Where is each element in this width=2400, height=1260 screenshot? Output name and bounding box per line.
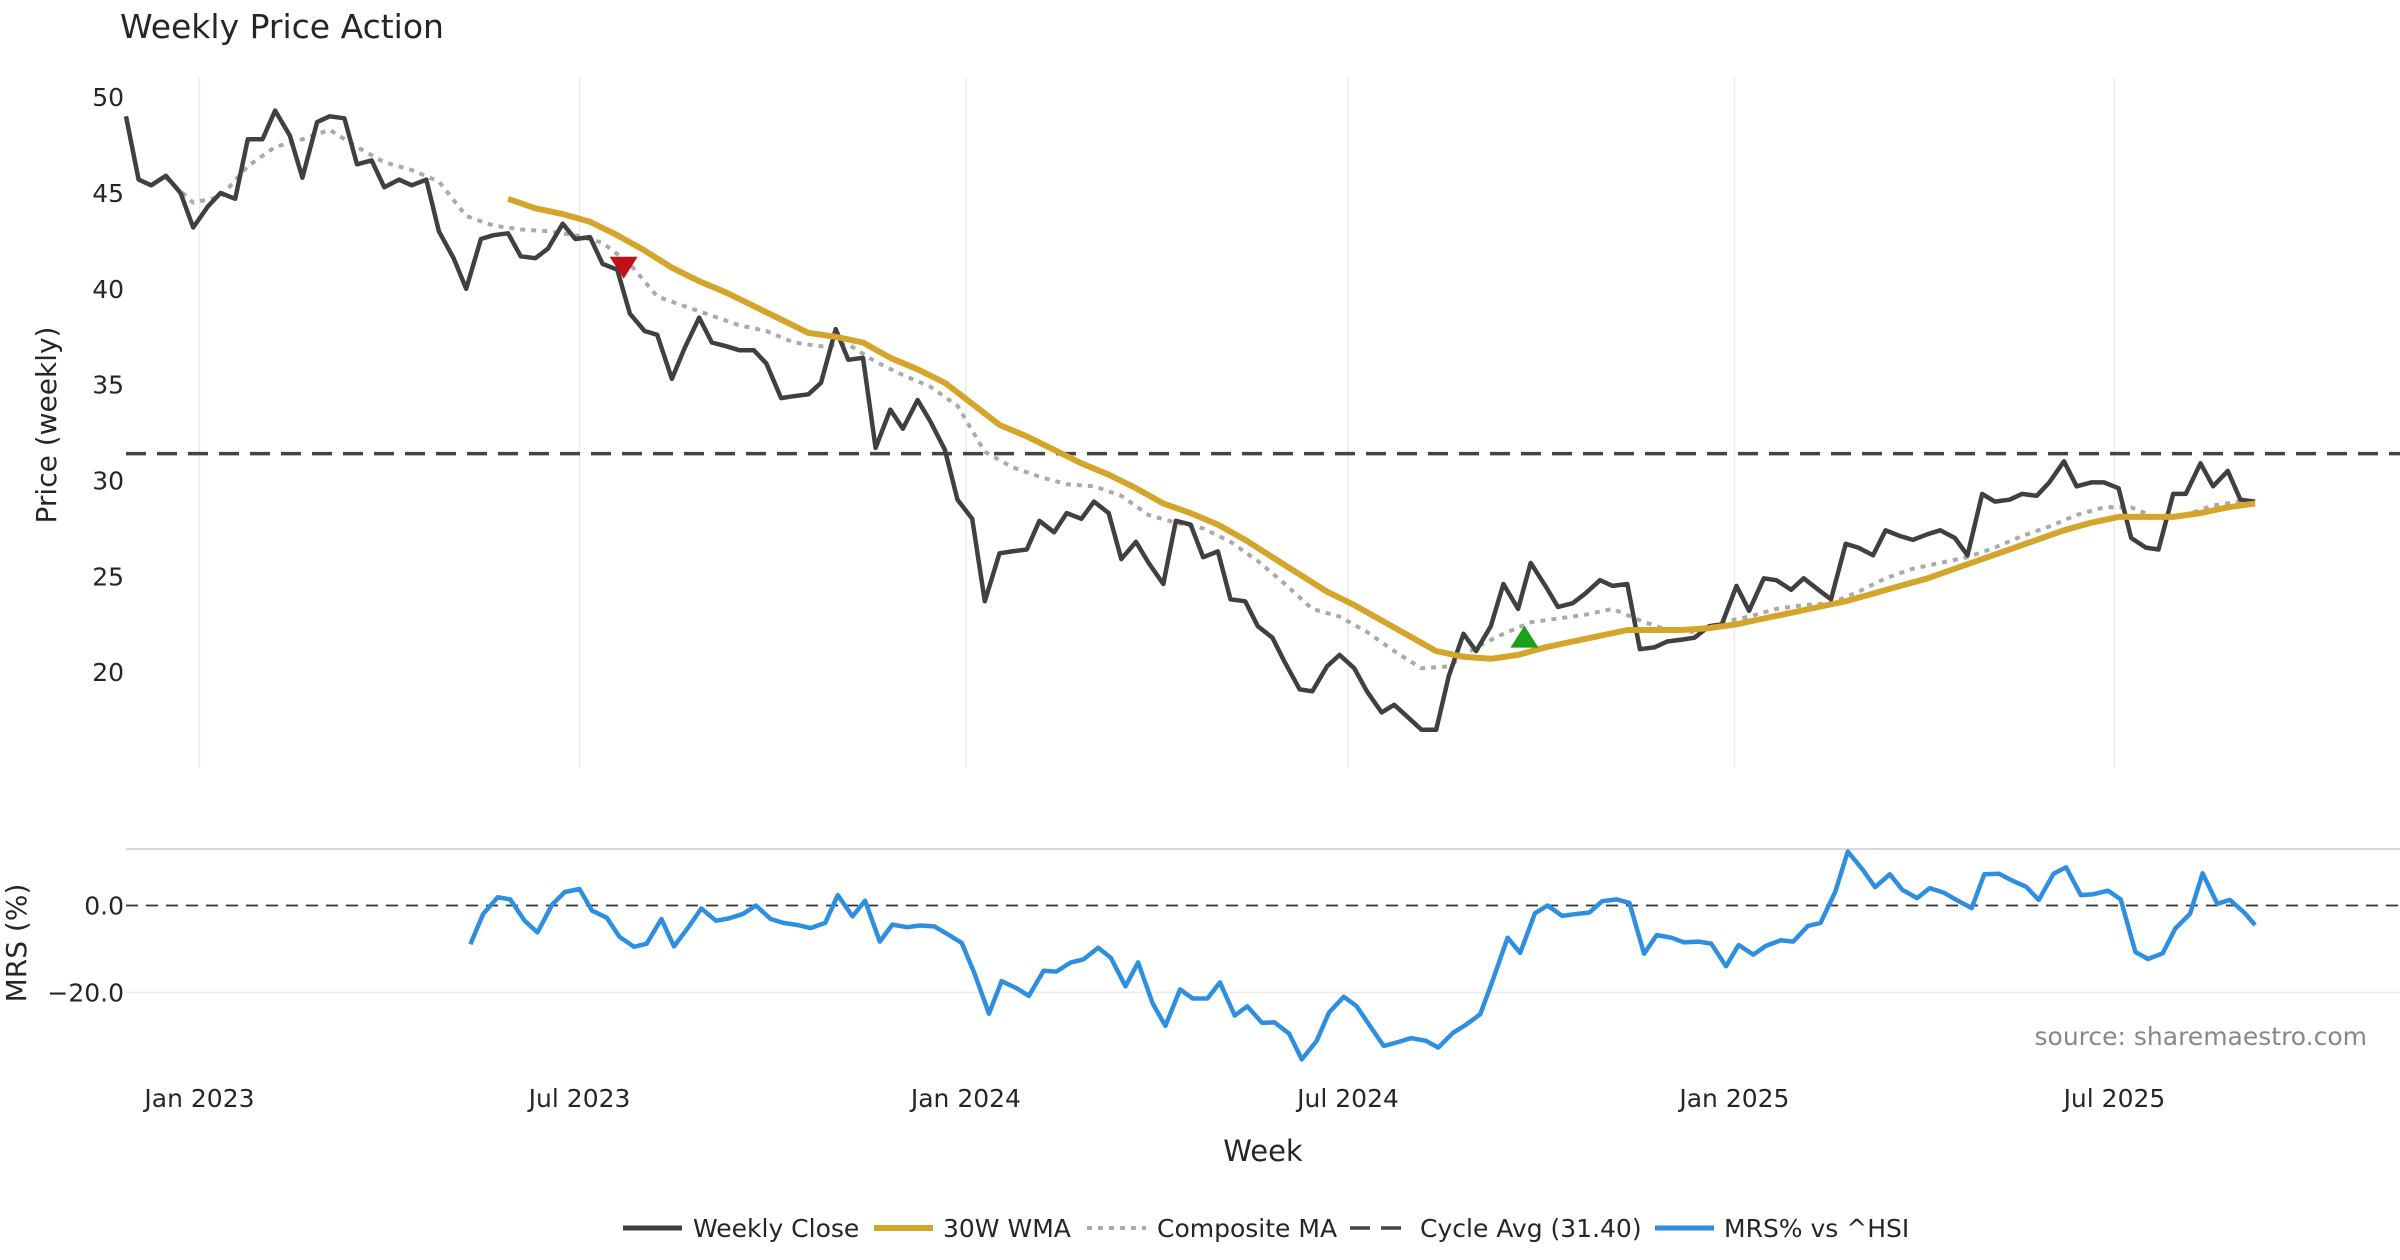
mrs-y-tick-labels: 0.0 −20.0 xyxy=(47,892,124,1008)
x-tick-labels: Jan 2023 Jul 2023 Jan 2024 Jul 2024 Jan 2025… xyxy=(142,1084,2165,1113)
x-tick-label: Jul 2025 xyxy=(2062,1084,2166,1113)
chart-title: Weekly Price Action xyxy=(120,7,444,46)
price-y-tick-label: 35 xyxy=(92,371,124,400)
legend: Weekly Close 30W WMA Composite MA Cycle … xyxy=(623,1214,1909,1243)
legend-label-mrs: MRS% vs ^HSI xyxy=(1724,1214,1909,1243)
price-y-tick-label: 20 xyxy=(92,658,124,687)
legend-label-cycle-avg: Cycle Avg (31.40) xyxy=(1420,1214,1642,1243)
buy-signal-marker xyxy=(1510,625,1539,648)
mrs-line xyxy=(468,849,2257,1062)
x-tick-label: Jul 2023 xyxy=(527,1084,631,1113)
price-y-tick-label: 30 xyxy=(92,467,124,496)
mrs-y-tick-label: −20.0 xyxy=(47,978,124,1007)
x-tick-label: Jan 2023 xyxy=(142,1084,254,1113)
legend-label-wma: 30W WMA xyxy=(943,1214,1071,1243)
legend-label-composite: Composite MA xyxy=(1157,1214,1337,1243)
price-y-tick-labels: 20 25 30 35 40 45 50 xyxy=(92,83,124,687)
price-panel-grid xyxy=(198,78,2116,768)
price-y-tick-label: 25 xyxy=(92,562,124,591)
price-y-tick-label: 45 xyxy=(92,179,124,208)
x-tick-label: Jan 2024 xyxy=(909,1084,1021,1113)
x-axis-label: Week xyxy=(1223,1134,1303,1168)
price-y-axis-label: Price (weekly) xyxy=(30,327,63,524)
x-tick-label: Jan 2025 xyxy=(1677,1084,1789,1113)
sell-signal-marker xyxy=(609,256,638,279)
mrs-y-axis-label: MRS (%) xyxy=(0,884,33,1003)
price-y-tick-label: 40 xyxy=(92,275,124,304)
mrs-y-tick-label: 0.0 xyxy=(84,892,124,921)
wma-30w-line xyxy=(507,195,2256,662)
price-y-tick-label: 50 xyxy=(92,83,124,112)
source-annotation: source: sharemaestro.com xyxy=(2035,1022,2368,1051)
x-tick-label: Jul 2024 xyxy=(1295,1084,1399,1113)
legend-label-weekly-close: Weekly Close xyxy=(693,1214,859,1243)
weekly-close-line xyxy=(123,108,2256,732)
composite-ma-line xyxy=(164,127,2256,671)
